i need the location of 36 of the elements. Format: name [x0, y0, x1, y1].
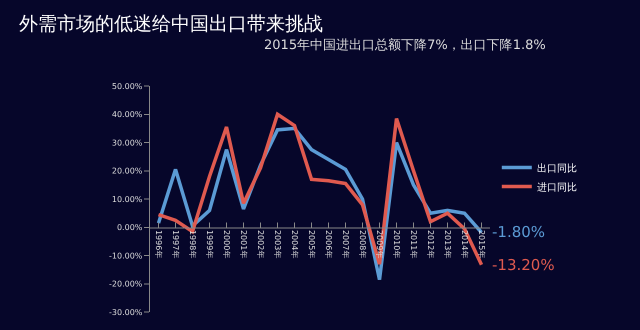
x-tick-label: 2001年	[238, 230, 248, 258]
x-tick-label: 1996年	[154, 230, 163, 258]
annotation: -13.20%	[492, 256, 555, 274]
y-tick-label: 20.00%	[112, 166, 143, 176]
annotation: -1.80%	[492, 223, 546, 241]
x-tick-label: 2006年	[324, 230, 333, 258]
x-tick-label: 2002年	[256, 230, 265, 258]
x-tick-label: 2005年	[306, 230, 316, 258]
legend-label: 进口同比	[536, 181, 577, 194]
legend-label: 出口同比	[536, 162, 577, 174]
x-tick-label: 1998年	[188, 230, 197, 258]
y-tick-label: 0.00%	[116, 223, 143, 232]
x-tick-label: 2004年	[290, 230, 299, 258]
x-tick-label: 1999年	[204, 230, 214, 258]
x-tick-label: 2013年	[442, 230, 452, 258]
y-tick-label: 10.00%	[112, 194, 143, 204]
x-tick-label: 2014年	[460, 230, 469, 258]
x-tick-label: 2007年	[340, 230, 350, 258]
y-tick-label: 30.00%	[112, 138, 143, 148]
x-tick-label: 2010年	[392, 230, 401, 258]
x-tick-label: 2000年	[222, 230, 231, 258]
y-tick-label: 40.00%	[112, 110, 143, 120]
x-tick-label: 2008年	[358, 230, 367, 258]
y-tick-label: -10.00%	[109, 251, 143, 260]
chart-subtitle: 2015年中国进出口总额下降7%，出口下降1.8%	[264, 38, 546, 53]
chart-title: 外需市场的低迷给中国出口带来挑战	[19, 12, 324, 35]
y-tick-label: -30.00%	[109, 308, 143, 317]
x-tick-label: 2012年	[426, 230, 435, 258]
x-tick-label: 2003年	[272, 230, 282, 258]
x-tick-label: 2015年	[476, 230, 486, 258]
y-tick-label: -20.00%	[109, 280, 143, 289]
x-tick-label: 1997年	[170, 230, 180, 258]
line-series	[156, 112, 484, 266]
x-tick-label: 2011年	[408, 230, 418, 258]
x-tick-label: 2009年	[374, 230, 384, 258]
y-tick-label: 50.00%	[112, 82, 143, 91]
